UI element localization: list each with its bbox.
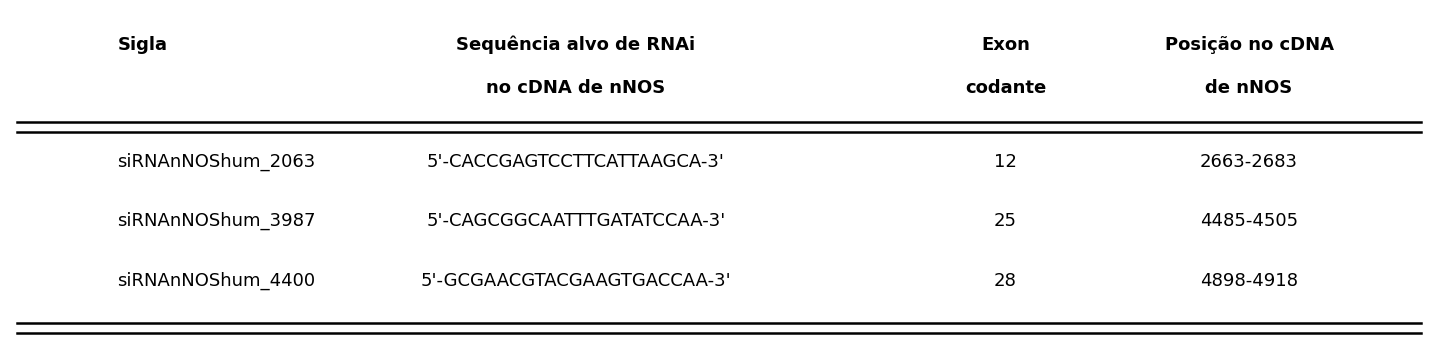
Text: Posição no cDNA: Posição no cDNA	[1165, 36, 1333, 54]
Text: 12: 12	[994, 153, 1017, 171]
Text: siRNAnNOShum_3987: siRNAnNOShum_3987	[118, 212, 316, 230]
Text: 5'-CAGCGGCAATTTGATATCCAA-3': 5'-CAGCGGCAATTTGATATCCAA-3'	[426, 212, 725, 230]
Text: siRNAnNOShum_4400: siRNAnNOShum_4400	[118, 272, 315, 290]
Text: 5'-CACCGAGTCCTTCATTAAGCA-3': 5'-CACCGAGTCCTTCATTAAGCA-3'	[427, 153, 725, 171]
Text: 5'-GCGAACGTACGAAGTGACCAA-3': 5'-GCGAACGTACGAAGTGACCAA-3'	[420, 272, 731, 290]
Text: siRNAnNOShum_2063: siRNAnNOShum_2063	[118, 153, 315, 171]
Text: no cDNA de nNOS: no cDNA de nNOS	[486, 79, 666, 97]
Text: Sequência alvo de RNAi: Sequência alvo de RNAi	[456, 35, 696, 54]
Text: 2663-2683: 2663-2683	[1199, 153, 1299, 171]
Text: 4485-4505: 4485-4505	[1199, 212, 1299, 230]
Text: 4898-4918: 4898-4918	[1199, 272, 1299, 290]
Text: codante: codante	[965, 79, 1045, 97]
Text: de nNOS: de nNOS	[1205, 79, 1293, 97]
Text: 28: 28	[994, 272, 1017, 290]
Text: Sigla: Sigla	[118, 36, 167, 54]
Text: 25: 25	[994, 212, 1017, 230]
Text: Exon: Exon	[981, 36, 1030, 54]
